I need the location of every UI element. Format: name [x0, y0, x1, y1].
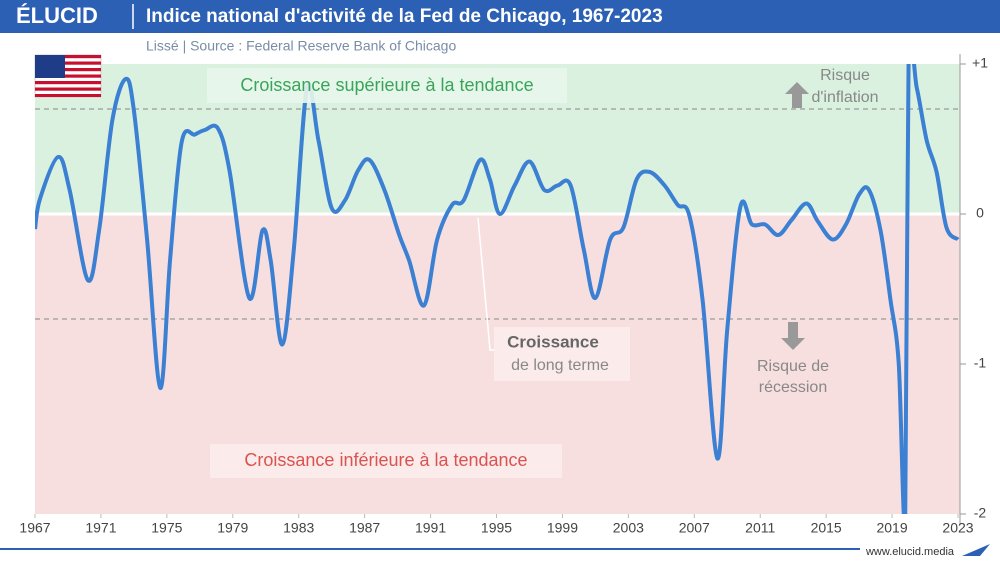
- y-tick-label: +1: [972, 55, 988, 71]
- x-tick-label: 1995: [481, 520, 512, 536]
- y-tick-label: -2: [974, 505, 987, 521]
- x-tick-label: 2007: [679, 520, 710, 536]
- annotations: Croissance supérieure à la tendance Croi…: [207, 67, 879, 478]
- x-tick-label: 1967: [19, 520, 50, 536]
- footer: www.elucid.media: [865, 546, 955, 558]
- x-tick-label: 1971: [85, 520, 116, 536]
- brand: ÉLUCID: [16, 3, 98, 28]
- annotation: d'inflation: [811, 89, 878, 106]
- annotation: Croissance: [507, 332, 599, 351]
- annotation: Risque: [820, 67, 870, 84]
- footer-logo: [962, 544, 990, 556]
- annotation: Risque de: [757, 358, 829, 375]
- x-tick-label: 2003: [613, 520, 644, 536]
- y-tick-label: -1: [974, 355, 987, 371]
- x-tick-label: 2023: [942, 520, 973, 536]
- x-tick-label: 2019: [876, 520, 907, 536]
- axes: +1 0 -1 -2 1967 1971 1975 1979 1983 1987 1991 1995 1…: [19, 54, 988, 536]
- x-tick-label: 2015: [811, 520, 842, 536]
- x-tick-label: 2011: [745, 520, 775, 536]
- x-tick-label: 1983: [283, 520, 314, 536]
- annotation: Croissance inférieure à la tendance: [244, 450, 527, 470]
- annotation: Croissance supérieure à la tendance: [240, 75, 533, 95]
- chart-title: Indice national d'activité de la Fed de …: [146, 6, 663, 27]
- x-tick-label: 1987: [349, 520, 380, 536]
- flag: [34, 54, 102, 98]
- annotation: récession: [759, 379, 827, 396]
- annotation: de long terme: [511, 357, 609, 374]
- header-bar: [0, 0, 1000, 33]
- marks: [35, 64, 960, 514]
- x-tick-label: 1979: [217, 520, 248, 536]
- data-line: [35, 64, 960, 514]
- subtitle: Lissé | Source : Federal Reserve Bank of…: [146, 38, 456, 54]
- y-tick-label: 0: [976, 205, 984, 221]
- x-tick-label: 1999: [547, 520, 578, 536]
- x-tick-label: 1975: [151, 520, 182, 536]
- x-tick-label: 1991: [415, 520, 446, 536]
